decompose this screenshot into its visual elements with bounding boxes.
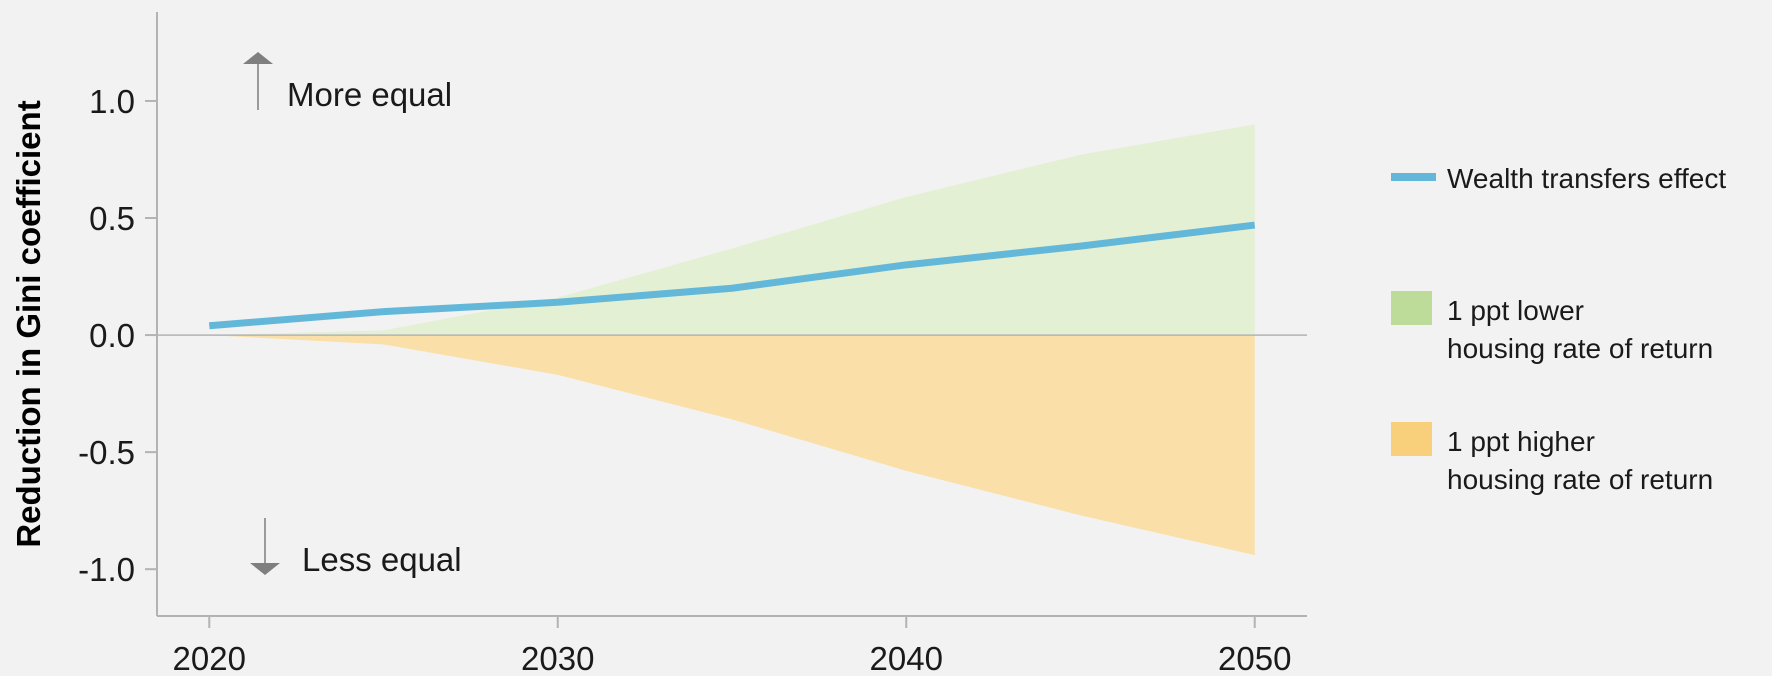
y-tick-label: 1.0 [89,83,135,120]
x-tick-label: 2050 [1218,640,1291,676]
legend-swatch-box [1391,291,1432,325]
x-tick-label: 2030 [521,640,594,676]
legend-label: 1 ppt higher [1447,426,1595,457]
area-series-2 [209,335,1255,556]
y-tick-label: 0.5 [89,200,135,237]
legend-label: 1 ppt lower [1447,295,1584,326]
y-tick-label: -0.5 [78,434,135,471]
x-tick-label: 2020 [173,640,246,676]
annotation-less-equal: Less equal [302,541,462,578]
area-series-1 [209,124,1255,336]
y-tick-label: -1.0 [78,551,135,588]
legend-swatch-box [1391,422,1432,456]
y-axis-title: Reduction in Gini coefficient [10,100,47,547]
legend-label: housing rate of return [1447,464,1713,495]
legend-swatch-line [1391,173,1436,181]
y-tick-label: 0.0 [89,317,135,354]
up-arrow-icon [243,52,273,64]
down-arrow-icon [250,563,280,575]
legend-label: Wealth transfers effect [1447,163,1726,194]
x-tick-label: 2040 [870,640,943,676]
annotation-more-equal: More equal [287,76,452,113]
legend-label: housing rate of return [1447,333,1713,364]
line-series-1 [208,221,1256,330]
